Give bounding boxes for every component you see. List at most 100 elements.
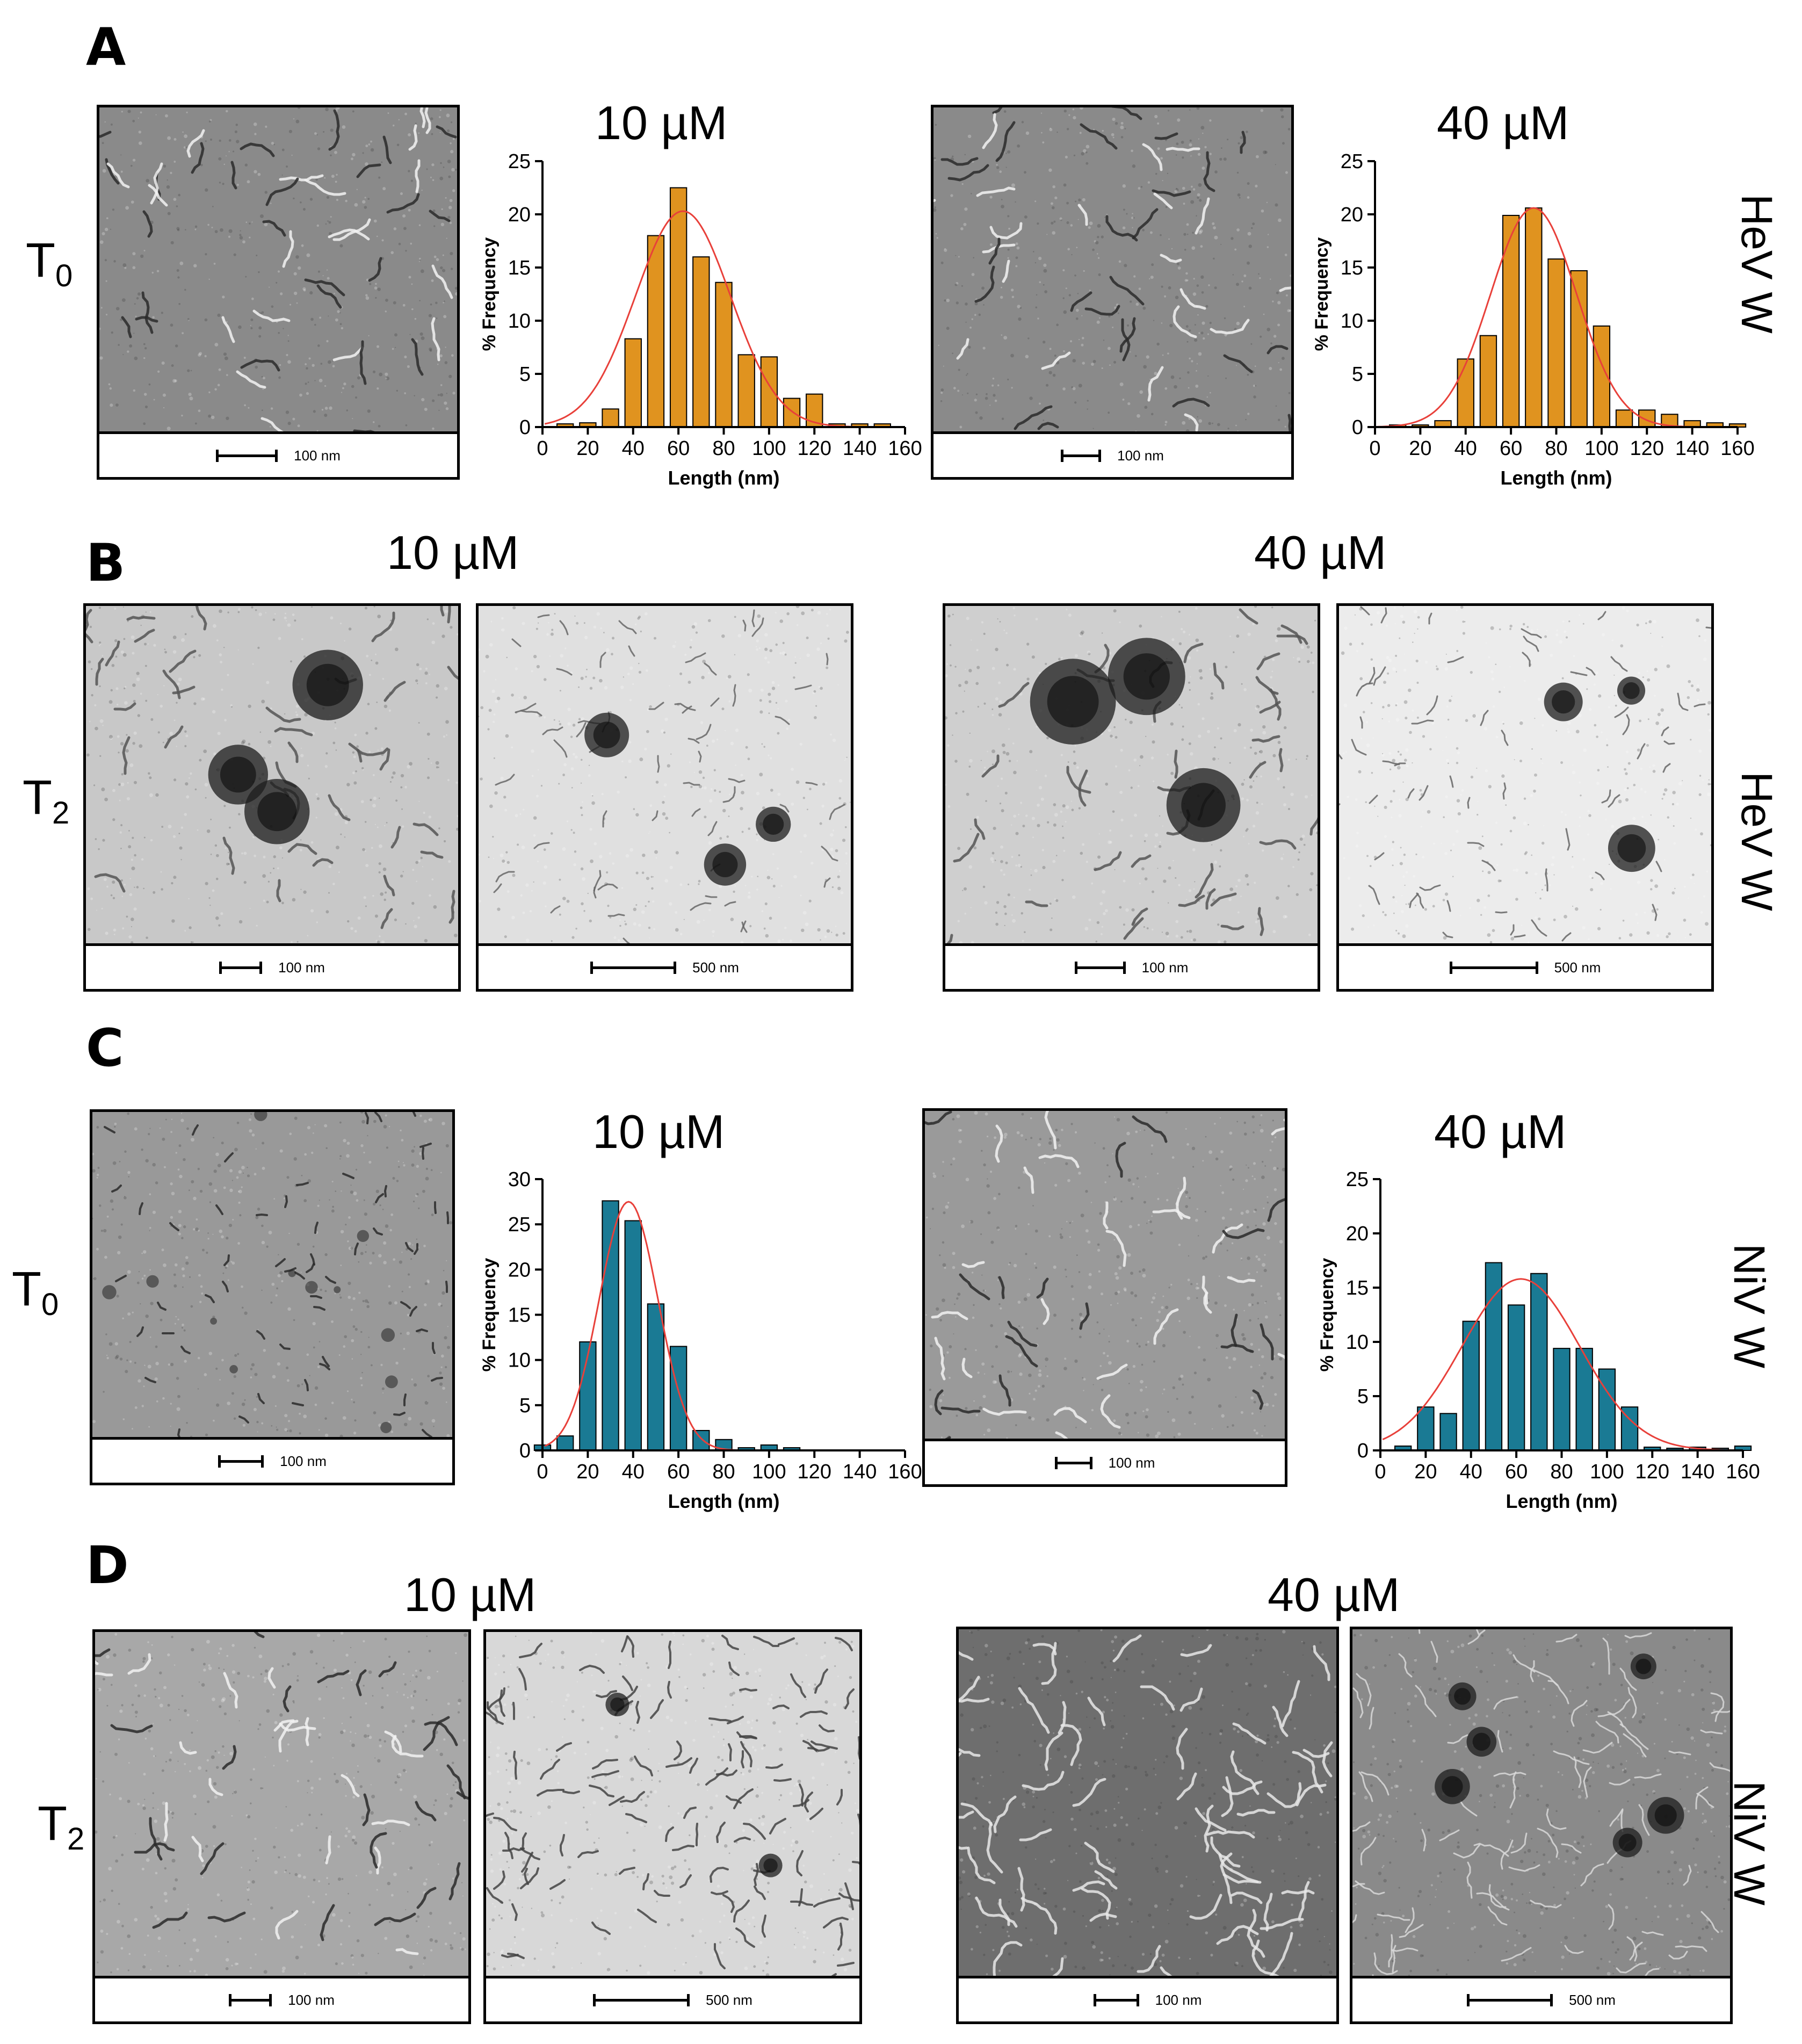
grain xyxy=(173,138,177,141)
grain xyxy=(270,203,272,204)
grain xyxy=(1004,1132,1008,1137)
grain xyxy=(1298,661,1301,663)
grain xyxy=(163,1263,167,1267)
grain xyxy=(968,669,972,673)
grain xyxy=(163,407,165,409)
histogram-bar xyxy=(1485,1262,1503,1451)
grain xyxy=(449,199,453,203)
grain xyxy=(220,912,223,915)
grain xyxy=(272,1693,274,1695)
nucleocapsid-fibril xyxy=(224,1152,234,1162)
grain xyxy=(942,1394,944,1396)
grain xyxy=(633,808,635,810)
grain xyxy=(1148,1219,1150,1222)
grain xyxy=(504,808,508,812)
grain xyxy=(1663,859,1666,861)
grain xyxy=(355,396,358,399)
grain xyxy=(248,742,251,746)
grain xyxy=(1264,1302,1266,1304)
grain xyxy=(970,907,972,908)
grain xyxy=(741,830,744,833)
grain xyxy=(1575,730,1580,734)
grain xyxy=(1523,797,1526,800)
grain xyxy=(1103,340,1105,341)
histogram-bar xyxy=(1530,1273,1548,1451)
grain xyxy=(159,1671,162,1674)
grain xyxy=(446,113,450,118)
grain xyxy=(1065,155,1068,158)
grain xyxy=(1166,1111,1168,1114)
grain xyxy=(1099,317,1101,319)
time-label-main: T xyxy=(23,771,52,825)
grain xyxy=(413,1795,417,1799)
grain xyxy=(1264,1165,1267,1167)
grain xyxy=(172,650,177,654)
grain xyxy=(1130,834,1133,837)
grain xyxy=(152,1162,156,1167)
grain xyxy=(767,661,770,664)
grain xyxy=(1103,912,1106,915)
grain xyxy=(366,278,369,281)
grain xyxy=(1005,632,1008,634)
grain xyxy=(1260,1129,1264,1133)
grain xyxy=(255,1332,257,1333)
nucleocapsid-fibril xyxy=(1601,789,1611,804)
grain xyxy=(193,1228,196,1231)
grain xyxy=(1097,1243,1100,1246)
particle xyxy=(380,1421,392,1433)
grain xyxy=(1069,340,1073,343)
grain xyxy=(210,854,212,855)
grain xyxy=(1432,905,1435,908)
grain xyxy=(645,905,647,907)
grain xyxy=(952,1118,955,1121)
grain xyxy=(404,786,407,789)
grain xyxy=(329,406,332,410)
grain xyxy=(352,1297,356,1301)
grain xyxy=(1264,150,1268,154)
grain xyxy=(767,869,769,871)
grain xyxy=(1125,718,1127,721)
grain xyxy=(1192,292,1197,296)
grain xyxy=(1104,909,1108,913)
grain xyxy=(450,1946,454,1950)
grain xyxy=(1292,866,1294,868)
grain xyxy=(104,227,108,232)
grain xyxy=(740,807,743,811)
grain xyxy=(747,757,750,761)
grain xyxy=(416,1165,419,1168)
grain xyxy=(250,1368,253,1370)
grain xyxy=(418,261,420,262)
x-tick-label: 60 xyxy=(667,1461,690,1483)
grain xyxy=(1395,900,1398,903)
grain xyxy=(133,389,136,392)
grain xyxy=(226,1265,228,1268)
nucleocapsid-fibril xyxy=(1663,740,1675,745)
grain xyxy=(143,1694,146,1697)
grain xyxy=(1660,708,1664,712)
grain xyxy=(433,1804,435,1806)
grain xyxy=(480,777,483,781)
grain xyxy=(1118,312,1119,314)
nucleocapsid-fibril xyxy=(368,257,382,282)
grain xyxy=(1018,854,1021,856)
grain xyxy=(363,1640,365,1643)
grain xyxy=(335,1190,337,1193)
grain xyxy=(236,184,239,186)
grain xyxy=(341,1723,343,1724)
grain xyxy=(424,1282,428,1285)
nucleocapsid-fibril xyxy=(1271,1127,1285,1136)
nucleocapsid-fibril xyxy=(405,1242,414,1252)
grain xyxy=(447,779,450,782)
grain xyxy=(445,1144,449,1148)
grain xyxy=(228,229,233,233)
nucleocapsid-fibril xyxy=(1467,842,1485,847)
grain xyxy=(1065,805,1069,810)
grain xyxy=(1224,940,1227,943)
grain xyxy=(1251,1115,1255,1118)
grain xyxy=(1062,836,1065,839)
grain xyxy=(1707,783,1710,785)
grain xyxy=(789,939,793,943)
grain xyxy=(310,841,314,844)
grain xyxy=(1092,359,1096,363)
grain xyxy=(724,730,726,732)
